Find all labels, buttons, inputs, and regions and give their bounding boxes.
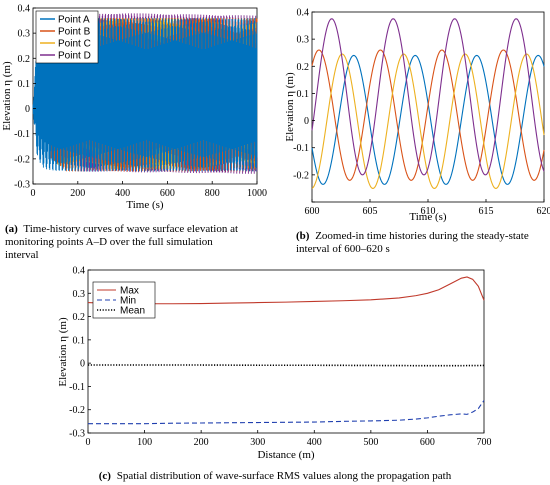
- panel-c-ytick-label: 0.4: [73, 266, 86, 277]
- panel-c-legend-label: Min: [120, 296, 136, 307]
- panel-b-xtick-label: 600: [305, 206, 320, 217]
- panel-c-chart: 0 100 200 300 400 500 600 700 -0.3 -0.2 -0.1 0 0.1 0.…: [57, 266, 492, 483]
- panel-a-legend-label: Point A: [58, 15, 90, 26]
- panel-b-marks: [311, 18, 545, 189]
- panel-a-xtick-label: 400: [115, 188, 130, 199]
- panel-b-chart: 600 605 610 615 620 -0.2 -0.1 0 0.1 0.2 0.3 0.4 Tim…: [284, 8, 550, 256]
- panel-a-xtick-label: 200: [70, 188, 85, 199]
- panel-a-caption: (a) Time-history curves of wave surface …: [5, 223, 241, 261]
- panel-c-ytick-label: -0.1: [69, 382, 85, 393]
- panel-b-xlabel: Time (s): [409, 211, 447, 223]
- panel-a-caption-line-3: interval: [5, 249, 39, 261]
- panel-b-series-3-line: [311, 53, 545, 189]
- panel-b-ytick-label: -0.1: [293, 143, 309, 154]
- panel-c-marks: [87, 276, 485, 425]
- panel-b-ytick-label: 0.1: [297, 89, 310, 100]
- panel-a-ytick-label: -0.3: [14, 180, 30, 191]
- panel-c-xtick-label: 200: [194, 437, 209, 448]
- panel-c-legend-label: Mean: [120, 306, 145, 317]
- panel-a-legend-label: Point D: [58, 51, 91, 62]
- panel-b-ytick-label: 0.3: [297, 35, 310, 46]
- panel-c-ytick-label: -0.3: [69, 429, 85, 440]
- panel-c-ticks: 0 100 200 300 400 500 600 700 -0.3 -0.2 -0.1 0 0.1 0.…: [69, 266, 491, 449]
- panel-a-ytick-label: 0.3: [18, 29, 31, 40]
- panel-c-legend-label: Max: [120, 286, 139, 297]
- panel-a-ytick-label: 0.2: [18, 54, 31, 65]
- panel-a-ytick-label: 0.1: [18, 79, 31, 90]
- panel-a-ytick-label: -0.1: [14, 129, 30, 140]
- panel-a-legend-label: Point B: [58, 27, 91, 38]
- panel-a-marks: [32, 13, 258, 174]
- panel-c-ytick-label: 0.2: [73, 312, 86, 323]
- panel-b-caption-line-1: Zoomed-in time histories during the stea…: [315, 230, 529, 242]
- panel-a-ylabel: Elevation η (m): [1, 61, 13, 131]
- panel-a-xtick-label: 0: [31, 188, 36, 199]
- panel-c-ytick-label: 0.3: [73, 289, 86, 300]
- panel-b-ytick-label: -0.2: [293, 170, 309, 181]
- panel-a-caption-line-2: monitoring points A–D over the full simu…: [5, 236, 213, 248]
- panel-c-xtick-label: 0: [86, 437, 91, 448]
- panel-a-ticks: 0 200 400 600 800 1000 -0.3 -0.2 -0.1 0 0.1 0.2 0.3 0…: [14, 4, 267, 200]
- panel-a-ytick-label: 0.4: [18, 4, 31, 15]
- panel-a-ytick-label: 0: [25, 104, 30, 115]
- panel-c-legend-box: [92, 281, 156, 319]
- panel-b-ytick-label: 0.2: [297, 62, 310, 73]
- panel-a-xlabel: Time (s): [126, 199, 164, 211]
- panel-a-caption-line-1: Time-history curves of wave surface elev…: [23, 223, 238, 235]
- panel-c-caption-label: (c): [99, 470, 112, 482]
- panel-c-xtick-label: 400: [307, 437, 322, 448]
- panel-b-series-2-line: [311, 49, 545, 181]
- panel-a-xtick-label: 800: [205, 188, 220, 199]
- panel-c-ylabel: Elevation η (m): [57, 317, 69, 387]
- panel-b-ylabel: Elevation η (m): [284, 72, 296, 142]
- panel-c-ytick-label: -0.2: [69, 405, 85, 416]
- panel-b-xtick-label: 610: [421, 206, 436, 217]
- panel-a-ytick-label: -0.2: [14, 154, 30, 165]
- panel-c-ytick-label: 0: [80, 359, 85, 370]
- panel-a-caption-label: (a): [5, 223, 18, 235]
- panel-c-xtick-label: 600: [420, 437, 435, 448]
- panel-b-xtick-label: 605: [363, 206, 378, 217]
- panel-a-xtick-label: 600: [160, 188, 175, 199]
- panel-a-xtick-label: 1000: [247, 188, 267, 199]
- panel-b-ytick-label: 0: [304, 116, 309, 127]
- panel-b-caption: (b) Zoomed-in time histories during the …: [296, 230, 532, 255]
- panel-b-ytick-label: 0.4: [297, 8, 310, 19]
- panel-c-series-max-line: [87, 276, 485, 305]
- panel-b-ticks: 600 605 610 615 620 -0.2 -0.1 0 0.1 0.2 0.3 0.4: [293, 8, 550, 218]
- panel-b-series-4-line: [311, 18, 545, 176]
- panel-c-xlabel: Distance (m): [257, 449, 314, 461]
- panel-a-series-1-line: [32, 18, 258, 172]
- panel-c-caption: (c) Spatial distribution of wave-surface…: [99, 470, 452, 482]
- panel-b-xtick-label: 615: [479, 206, 494, 217]
- panel-c-xtick-label: 500: [363, 437, 378, 448]
- panel-c-xtick-label: 300: [250, 437, 265, 448]
- panel-c-series-min-line: [88, 400, 485, 425]
- panel-a-chart: 0 200 400 600 800 1000 -0.3 -0.2 -0.1 0 0.1 0.2 0.3 0…: [1, 4, 267, 262]
- panel-b-caption-line-2: interval of 600–620 s: [296, 243, 390, 255]
- panel-c-xtick-label: 700: [477, 437, 492, 448]
- panel-b-xtick-label: 620: [537, 206, 550, 217]
- panel-c-ytick-label: 0.1: [73, 335, 86, 346]
- panel-c-xtick-label: 100: [137, 437, 152, 448]
- panel-a-legend-label: Point C: [58, 39, 91, 50]
- panel-c-caption-line-1: Spatial distribution of wave-surface RMS…: [117, 470, 452, 482]
- panel-b-caption-label: (b): [296, 230, 310, 242]
